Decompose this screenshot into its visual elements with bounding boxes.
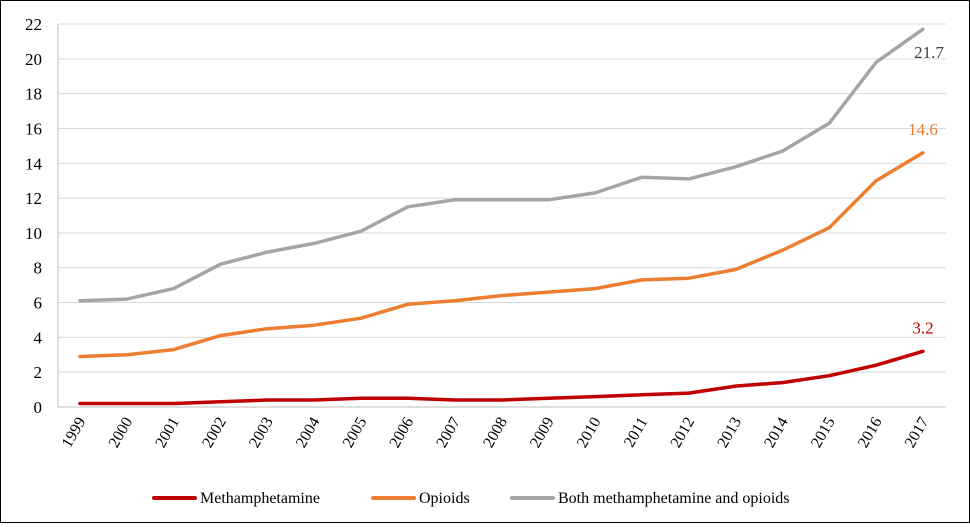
y-tick-label: 10: [25, 224, 42, 243]
series-line-methamphetamine: [78, 349, 925, 406]
y-tick-label: 20: [25, 50, 42, 69]
x-tick-label: 2001: [152, 415, 183, 451]
y-tick-label: 0: [34, 398, 43, 417]
x-tick-label: 2014: [761, 415, 792, 451]
x-tick-label: 2007: [433, 415, 464, 451]
x-tick-label: 2015: [808, 415, 839, 451]
legend: Methamphetamine Opioids Both methamphetami…: [152, 490, 790, 507]
y-tick-label: 16: [25, 119, 42, 138]
x-tick-label: 2009: [527, 415, 558, 451]
series-lines: [78, 27, 925, 406]
x-tick-label: 2017: [902, 415, 933, 451]
y-tick-label: 22: [25, 15, 42, 34]
y-tick-label: 8: [34, 259, 43, 278]
x-axis-tick-labels: 1999 2000 2001 2002 2003 2004 2005 2006 2007 2008…: [59, 414, 933, 450]
x-tick-label: 2003: [246, 415, 277, 451]
y-tick-label: 6: [34, 294, 43, 313]
x-tick-label: 2002: [199, 415, 230, 451]
x-tick-label: 2011: [621, 415, 651, 451]
y-tick-label: 12: [25, 189, 42, 208]
legend-label: Opioids: [419, 490, 470, 507]
end-value-labels: 3.2 14.6 21.7: [908, 43, 944, 337]
legend-label: Methamphetamine: [200, 490, 320, 507]
y-tick-label: 14: [25, 154, 43, 173]
x-tick-label: 2004: [293, 415, 324, 451]
y-tick-label: 4: [34, 328, 43, 347]
x-tick-label: 2013: [714, 415, 745, 451]
x-tick-label: 2016: [855, 415, 886, 451]
series-line-both-methamphetamine-and-opioids: [78, 27, 925, 303]
end-value-label: 14.6: [908, 120, 938, 139]
x-tick-label: 2010: [574, 415, 605, 451]
x-tick-label: 2000: [106, 415, 137, 451]
end-value-label: 21.7: [914, 43, 944, 62]
y-tick-label: 2: [34, 363, 43, 382]
x-tick-label: 2006: [387, 415, 418, 451]
x-tick-label: 2005: [340, 415, 371, 451]
axes: [57, 24, 946, 408]
y-axis-tick-labels: 0 2 4 6 8 10 12 14 16 18 20 22: [25, 15, 43, 417]
end-value-label: 3.2: [912, 318, 933, 337]
x-tick-label: 1999: [59, 415, 90, 451]
y-tick-label: 18: [25, 85, 42, 104]
legend-label: Both methamphetamine and opioids: [558, 490, 790, 507]
x-tick-label: 2012: [668, 415, 699, 451]
x-tick-label: 2008: [480, 414, 511, 450]
series-line-opioids: [78, 151, 925, 359]
